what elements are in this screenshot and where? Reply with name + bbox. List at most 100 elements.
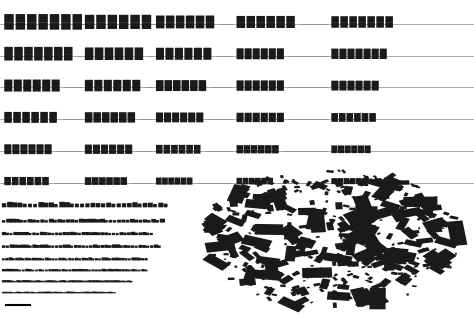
FancyBboxPatch shape — [237, 181, 242, 184]
FancyBboxPatch shape — [365, 280, 368, 281]
FancyBboxPatch shape — [127, 280, 130, 282]
FancyBboxPatch shape — [343, 186, 353, 195]
FancyBboxPatch shape — [45, 149, 52, 154]
FancyBboxPatch shape — [270, 190, 288, 211]
FancyBboxPatch shape — [33, 204, 37, 207]
FancyBboxPatch shape — [332, 276, 338, 281]
FancyBboxPatch shape — [226, 207, 231, 211]
FancyBboxPatch shape — [40, 232, 44, 235]
FancyBboxPatch shape — [16, 280, 20, 282]
FancyBboxPatch shape — [164, 86, 172, 91]
FancyBboxPatch shape — [237, 145, 243, 150]
FancyBboxPatch shape — [264, 286, 271, 290]
FancyBboxPatch shape — [64, 47, 73, 54]
FancyBboxPatch shape — [27, 14, 36, 23]
FancyBboxPatch shape — [406, 293, 409, 296]
FancyBboxPatch shape — [433, 196, 438, 199]
FancyBboxPatch shape — [423, 211, 437, 218]
FancyBboxPatch shape — [92, 292, 95, 293]
FancyBboxPatch shape — [102, 112, 109, 118]
FancyBboxPatch shape — [12, 144, 19, 150]
FancyBboxPatch shape — [186, 149, 193, 154]
FancyBboxPatch shape — [63, 232, 67, 235]
FancyBboxPatch shape — [125, 54, 133, 60]
FancyBboxPatch shape — [293, 189, 300, 193]
FancyBboxPatch shape — [240, 187, 250, 193]
FancyBboxPatch shape — [202, 222, 216, 233]
FancyBboxPatch shape — [401, 227, 419, 239]
FancyBboxPatch shape — [331, 86, 338, 91]
FancyBboxPatch shape — [156, 181, 162, 185]
FancyBboxPatch shape — [38, 14, 48, 23]
FancyBboxPatch shape — [264, 287, 275, 296]
FancyBboxPatch shape — [365, 149, 371, 153]
FancyBboxPatch shape — [399, 197, 415, 206]
FancyBboxPatch shape — [23, 220, 27, 223]
FancyBboxPatch shape — [142, 232, 146, 235]
FancyBboxPatch shape — [126, 220, 129, 223]
FancyBboxPatch shape — [242, 262, 248, 267]
FancyBboxPatch shape — [331, 145, 337, 150]
FancyBboxPatch shape — [166, 22, 174, 28]
FancyBboxPatch shape — [48, 258, 51, 260]
FancyBboxPatch shape — [255, 181, 261, 184]
FancyBboxPatch shape — [116, 245, 120, 248]
FancyBboxPatch shape — [245, 48, 252, 54]
FancyBboxPatch shape — [232, 197, 235, 199]
FancyBboxPatch shape — [349, 22, 357, 28]
FancyBboxPatch shape — [329, 219, 333, 221]
FancyBboxPatch shape — [54, 47, 63, 54]
FancyBboxPatch shape — [249, 178, 255, 182]
FancyBboxPatch shape — [115, 47, 123, 54]
FancyBboxPatch shape — [33, 86, 41, 92]
FancyBboxPatch shape — [228, 195, 238, 207]
FancyBboxPatch shape — [93, 118, 101, 123]
FancyBboxPatch shape — [173, 86, 181, 91]
FancyBboxPatch shape — [62, 258, 65, 260]
FancyBboxPatch shape — [70, 280, 74, 282]
FancyBboxPatch shape — [286, 257, 291, 260]
FancyBboxPatch shape — [265, 211, 271, 214]
FancyBboxPatch shape — [434, 236, 459, 248]
FancyBboxPatch shape — [299, 190, 302, 193]
FancyBboxPatch shape — [381, 177, 388, 183]
FancyBboxPatch shape — [75, 258, 78, 260]
FancyBboxPatch shape — [25, 280, 28, 282]
FancyBboxPatch shape — [360, 248, 374, 261]
FancyBboxPatch shape — [290, 249, 307, 258]
FancyBboxPatch shape — [335, 241, 353, 249]
FancyBboxPatch shape — [91, 258, 94, 260]
FancyBboxPatch shape — [291, 287, 302, 295]
FancyBboxPatch shape — [277, 113, 284, 118]
FancyBboxPatch shape — [125, 145, 132, 150]
FancyBboxPatch shape — [287, 222, 292, 227]
FancyBboxPatch shape — [389, 191, 394, 194]
FancyBboxPatch shape — [162, 181, 168, 185]
FancyBboxPatch shape — [362, 178, 368, 182]
FancyBboxPatch shape — [99, 292, 102, 293]
FancyBboxPatch shape — [168, 177, 174, 182]
FancyBboxPatch shape — [68, 269, 71, 272]
FancyBboxPatch shape — [52, 258, 55, 260]
FancyBboxPatch shape — [85, 112, 92, 118]
FancyBboxPatch shape — [238, 221, 244, 226]
FancyBboxPatch shape — [331, 118, 338, 122]
FancyBboxPatch shape — [360, 294, 374, 303]
FancyBboxPatch shape — [228, 278, 235, 280]
FancyBboxPatch shape — [331, 113, 338, 118]
FancyBboxPatch shape — [400, 277, 412, 286]
FancyBboxPatch shape — [445, 266, 452, 269]
FancyBboxPatch shape — [104, 86, 112, 91]
FancyBboxPatch shape — [251, 210, 255, 213]
FancyBboxPatch shape — [447, 220, 467, 246]
FancyBboxPatch shape — [130, 219, 135, 223]
FancyBboxPatch shape — [121, 220, 126, 223]
FancyBboxPatch shape — [44, 203, 48, 207]
FancyBboxPatch shape — [122, 203, 126, 207]
FancyBboxPatch shape — [272, 269, 285, 277]
FancyBboxPatch shape — [234, 266, 237, 268]
FancyBboxPatch shape — [4, 112, 12, 118]
FancyBboxPatch shape — [281, 231, 283, 233]
FancyBboxPatch shape — [36, 220, 39, 223]
FancyBboxPatch shape — [72, 269, 75, 272]
